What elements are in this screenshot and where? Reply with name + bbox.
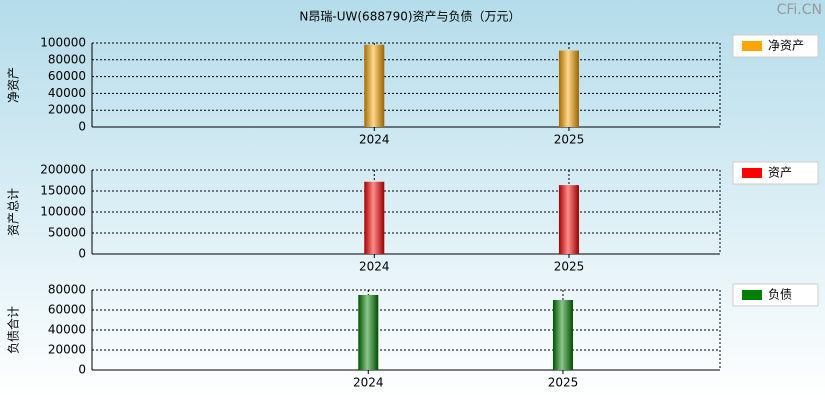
y-tick-label: 0: [78, 247, 86, 261]
y-tick-label: 20000: [48, 103, 86, 117]
watermark: CFi.CN: [777, 2, 822, 18]
x-tick-label: 2025: [548, 376, 579, 390]
y-tick-label: 80000: [48, 52, 86, 66]
x-tick-label: 2024: [359, 260, 390, 274]
bar: [558, 50, 579, 128]
bar: [558, 185, 579, 254]
y-axis-label: 资产总计: [7, 188, 21, 236]
y-axis-label: 净资产: [7, 67, 21, 103]
x-tick-label: 2025: [554, 260, 585, 274]
y-tick-label: 40000: [48, 86, 86, 100]
bar: [552, 300, 573, 370]
y-tick-label: 80000: [48, 283, 86, 297]
y-tick-label: 50000: [48, 226, 86, 240]
legend-label: 资产: [768, 166, 792, 180]
bar: [364, 181, 385, 254]
legend-box: [732, 283, 819, 307]
x-tick-label: 2024: [359, 133, 390, 147]
y-tick-label: 100000: [40, 36, 86, 50]
y-tick-label: 200000: [40, 163, 86, 177]
legend-swatch: [742, 290, 762, 300]
y-tick-label: 150000: [40, 184, 86, 198]
legend-box: [732, 161, 819, 185]
legend-swatch: [742, 41, 762, 51]
chart-title: N昂瑞-UW(688790)资产与负债（万元）: [299, 10, 520, 24]
y-axis-label: 负债合计: [6, 306, 21, 354]
y-tick-label: 0: [78, 120, 86, 134]
legend-label: 负债: [768, 288, 792, 302]
y-tick-label: 40000: [48, 323, 86, 337]
y-tick-label: 60000: [48, 303, 86, 317]
y-tick-label: 60000: [48, 69, 86, 83]
bar: [364, 44, 385, 127]
bar: [358, 295, 379, 370]
y-tick-label: 0: [78, 363, 86, 377]
legend-label: 净资产: [768, 39, 804, 53]
legend-swatch: [742, 168, 762, 178]
x-tick-label: 2024: [353, 376, 384, 390]
y-tick-label: 100000: [40, 205, 86, 219]
legend-box: [732, 34, 819, 58]
x-tick-label: 2025: [554, 133, 585, 147]
y-tick-label: 20000: [48, 343, 86, 357]
